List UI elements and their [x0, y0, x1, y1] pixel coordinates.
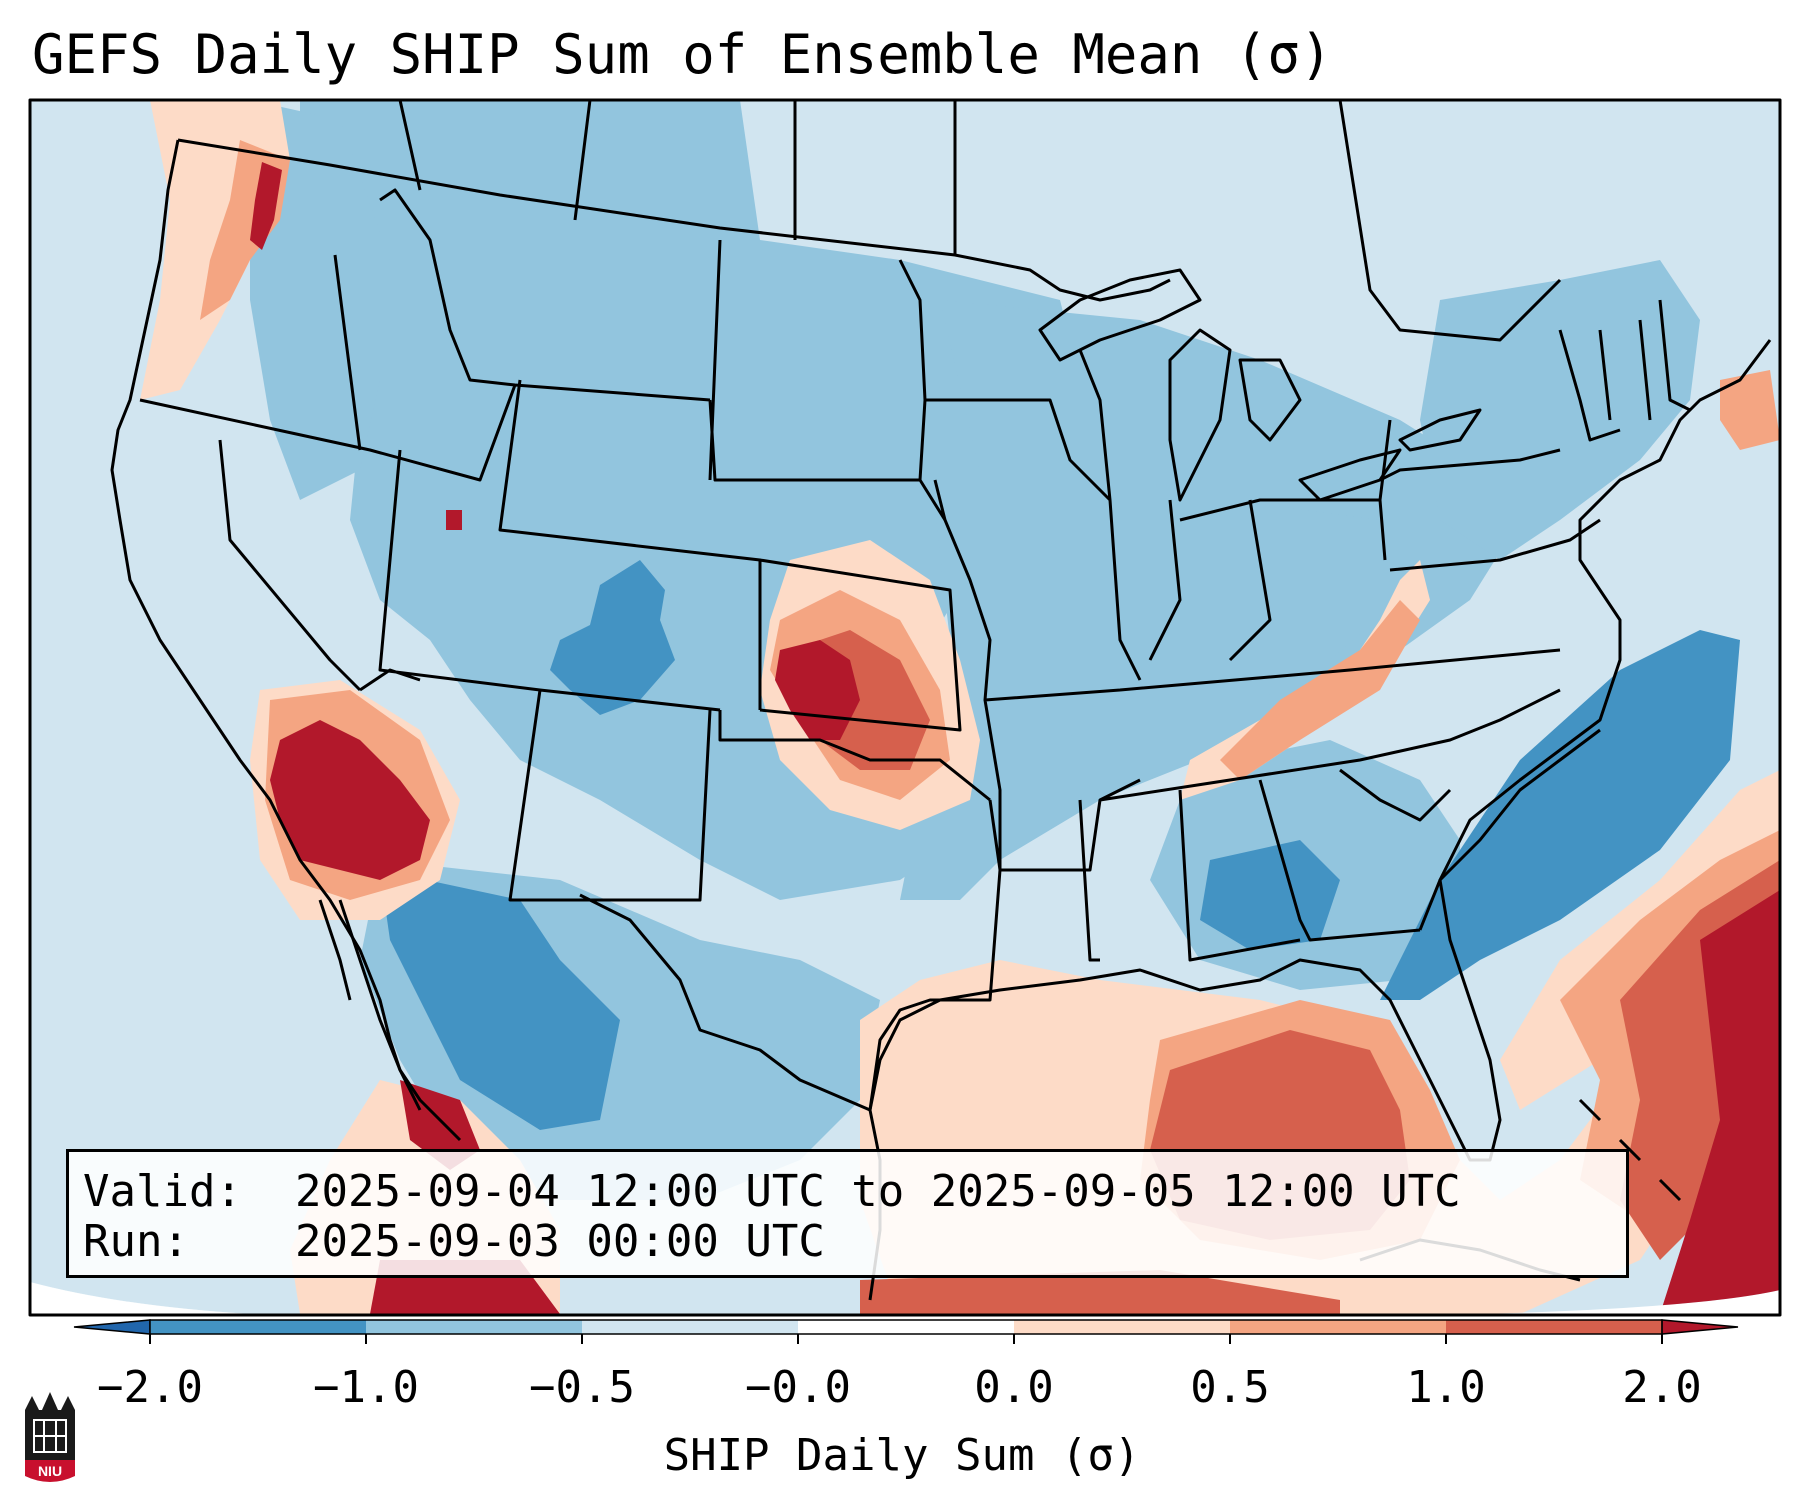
field-extreme-positive-mexico: [400, 1080, 480, 1170]
field-strong-negative-colorado: [550, 560, 675, 715]
field-negative-midwest: [930, 470, 1400, 740]
field-negative-east: [1420, 260, 1700, 560]
field-strong-negative-alabama: [1200, 840, 1340, 950]
field-extreme-positive-washington: [250, 162, 282, 250]
boundary-lines: [28, 98, 1782, 1317]
field-strong-positive-bottom: [860, 1270, 1340, 1314]
colorbar-tick-label: −2.0: [97, 1362, 203, 1413]
logo-text: NIU: [38, 1463, 62, 1479]
field-strong-negative-mexico: [380, 870, 620, 1130]
state-lines-west: [139, 188, 1002, 1112]
colorbar-bin-3: [582, 1320, 798, 1334]
field-extreme-positive-utah: [446, 510, 462, 530]
niu-logo: NIU: [25, 1392, 75, 1482]
state-lines-southeast: [1078, 728, 1601, 962]
pacific-coastline: [110, 139, 462, 1142]
canada-province-lines: [398, 99, 1562, 342]
colorbar-bin-2: [366, 1320, 582, 1334]
field-positive-new-england: [1720, 370, 1780, 450]
colorbar-over-extend: [1661, 1319, 1739, 1335]
colorbar-under-extend: [73, 1319, 151, 1335]
colorbar-bin-1: [150, 1320, 366, 1334]
great-lakes: [1038, 268, 1482, 502]
valid-value: 2025-09-04 12:00 UTC to 2025-09-05 12:00…: [295, 1166, 1461, 1217]
valid-line: Valid: 2025-09-04 12:00 UTC to 2025-09-05…: [83, 1166, 1461, 1218]
run-value: 2025-09-03 00:00 UTC: [295, 1216, 825, 1267]
colorbar-title: SHIP Daily Sum (σ): [663, 1430, 1141, 1481]
colorbar-tick-label: −0.5: [529, 1362, 635, 1413]
field-strong-negative-atlantic: [1380, 630, 1740, 1000]
colorbar-tick-label: −1.0: [313, 1362, 419, 1413]
gulf-atlantic-coastline: [868, 339, 1772, 1162]
colorbar-tick-label: 1.0: [1406, 1362, 1486, 1413]
us-canada-border: [177, 138, 1171, 302]
field-extreme-positive-arizona: [270, 720, 430, 880]
map-frame: [28, 98, 1782, 1317]
colorbar-tick-label: −0.0: [745, 1362, 851, 1413]
colorbar-bin-5: [1014, 1320, 1230, 1334]
colorbar-tick-label: 2.0: [1622, 1362, 1702, 1413]
colorbar: [73, 1319, 1739, 1344]
state-lines-northeast: [1379, 299, 1691, 572]
valid-time-box: Valid: 2025-09-04 12:00 UTC to 2025-09-05…: [66, 1149, 1629, 1278]
run-line: Run: 2025-09-03 00:00 UTC: [83, 1216, 825, 1268]
colorbar-bin-4: [798, 1320, 1014, 1334]
chart-title: GEFS Daily SHIP Sum of Ensemble Mean (σ): [32, 23, 1333, 86]
field-positive-ohio-valley: [1220, 600, 1420, 780]
colorbar-bin-6: [1230, 1320, 1446, 1334]
field-extreme-positive-atlantic: [1660, 890, 1780, 1314]
run-label: Run:: [83, 1216, 189, 1267]
valid-label: Valid:: [83, 1166, 242, 1217]
anomaly-field: [30, 100, 1780, 1314]
colorbar-bin-7: [1446, 1320, 1662, 1334]
colorbar-tick-label: 0.5: [1190, 1362, 1270, 1413]
colorbar-tick-label: 0.0: [974, 1362, 1054, 1413]
